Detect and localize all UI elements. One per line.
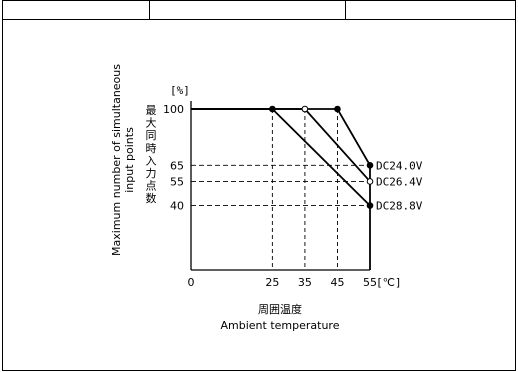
y-tick-label-40: 40	[170, 200, 184, 213]
x-tick-label-25: 25	[265, 276, 279, 289]
y-axis-label-jp-char: 力	[146, 167, 157, 180]
y-tick-label-55: 55	[170, 175, 184, 188]
y-axis-label-jp-char: 時	[146, 142, 157, 155]
x-tick-label-35: 35	[298, 276, 312, 289]
marker-series-0-break	[334, 105, 341, 113]
x-unit-label: [℃]	[376, 276, 402, 289]
x-axis-label-en: Ambient temperature	[221, 319, 340, 332]
x-tick-label-55: 55	[363, 276, 377, 289]
y-axis-label-en-line2: input points	[123, 127, 136, 193]
guide-lines	[191, 109, 370, 270]
x-tick-labels: 0 25 35 45 55	[188, 276, 378, 289]
y-axis-label-en-line1: Maximum number of simultaneous	[110, 64, 123, 256]
y-axis-label-jp: 最大同時入力点数	[146, 104, 157, 205]
x-tick-label-45: 45	[330, 276, 344, 289]
series-line-2	[191, 108, 371, 207]
series-lines	[191, 108, 371, 270]
series-labels: DC24.0V DC26.4V DC28.8V	[376, 159, 423, 212]
y-axis-label-jp-char: 点	[146, 180, 157, 193]
marker-series-2-break	[269, 105, 276, 113]
y-axis-label-jp-char: 入	[146, 154, 157, 167]
marker-series-0-end	[366, 162, 374, 169]
y-axis-label-jp-char: 同	[146, 129, 157, 142]
y-tick-labels: 40 55 65 100	[163, 103, 184, 213]
y-axis-label-jp-char: 最	[146, 104, 157, 117]
x-tick-label-0: 0	[188, 276, 195, 289]
y-axis-label-jp-char: 数	[146, 192, 157, 205]
y-axis-label-jp-char: 大	[146, 116, 157, 130]
marker-series-1-end	[366, 178, 374, 185]
x-axis-label-jp: 周囲温度	[258, 302, 302, 316]
series-markers	[269, 105, 374, 209]
series-label-0: DC24.0V	[376, 159, 423, 172]
marker-series-1-break	[301, 105, 309, 113]
series-label-1: DC26.4V	[376, 175, 423, 188]
series-label-2: DC28.8V	[376, 200, 423, 213]
y-unit-label: [%]	[170, 84, 190, 97]
y-tick-label-100: 100	[163, 103, 184, 116]
y-tick-label-65: 65	[170, 159, 184, 172]
marker-series-2-end	[366, 202, 374, 209]
